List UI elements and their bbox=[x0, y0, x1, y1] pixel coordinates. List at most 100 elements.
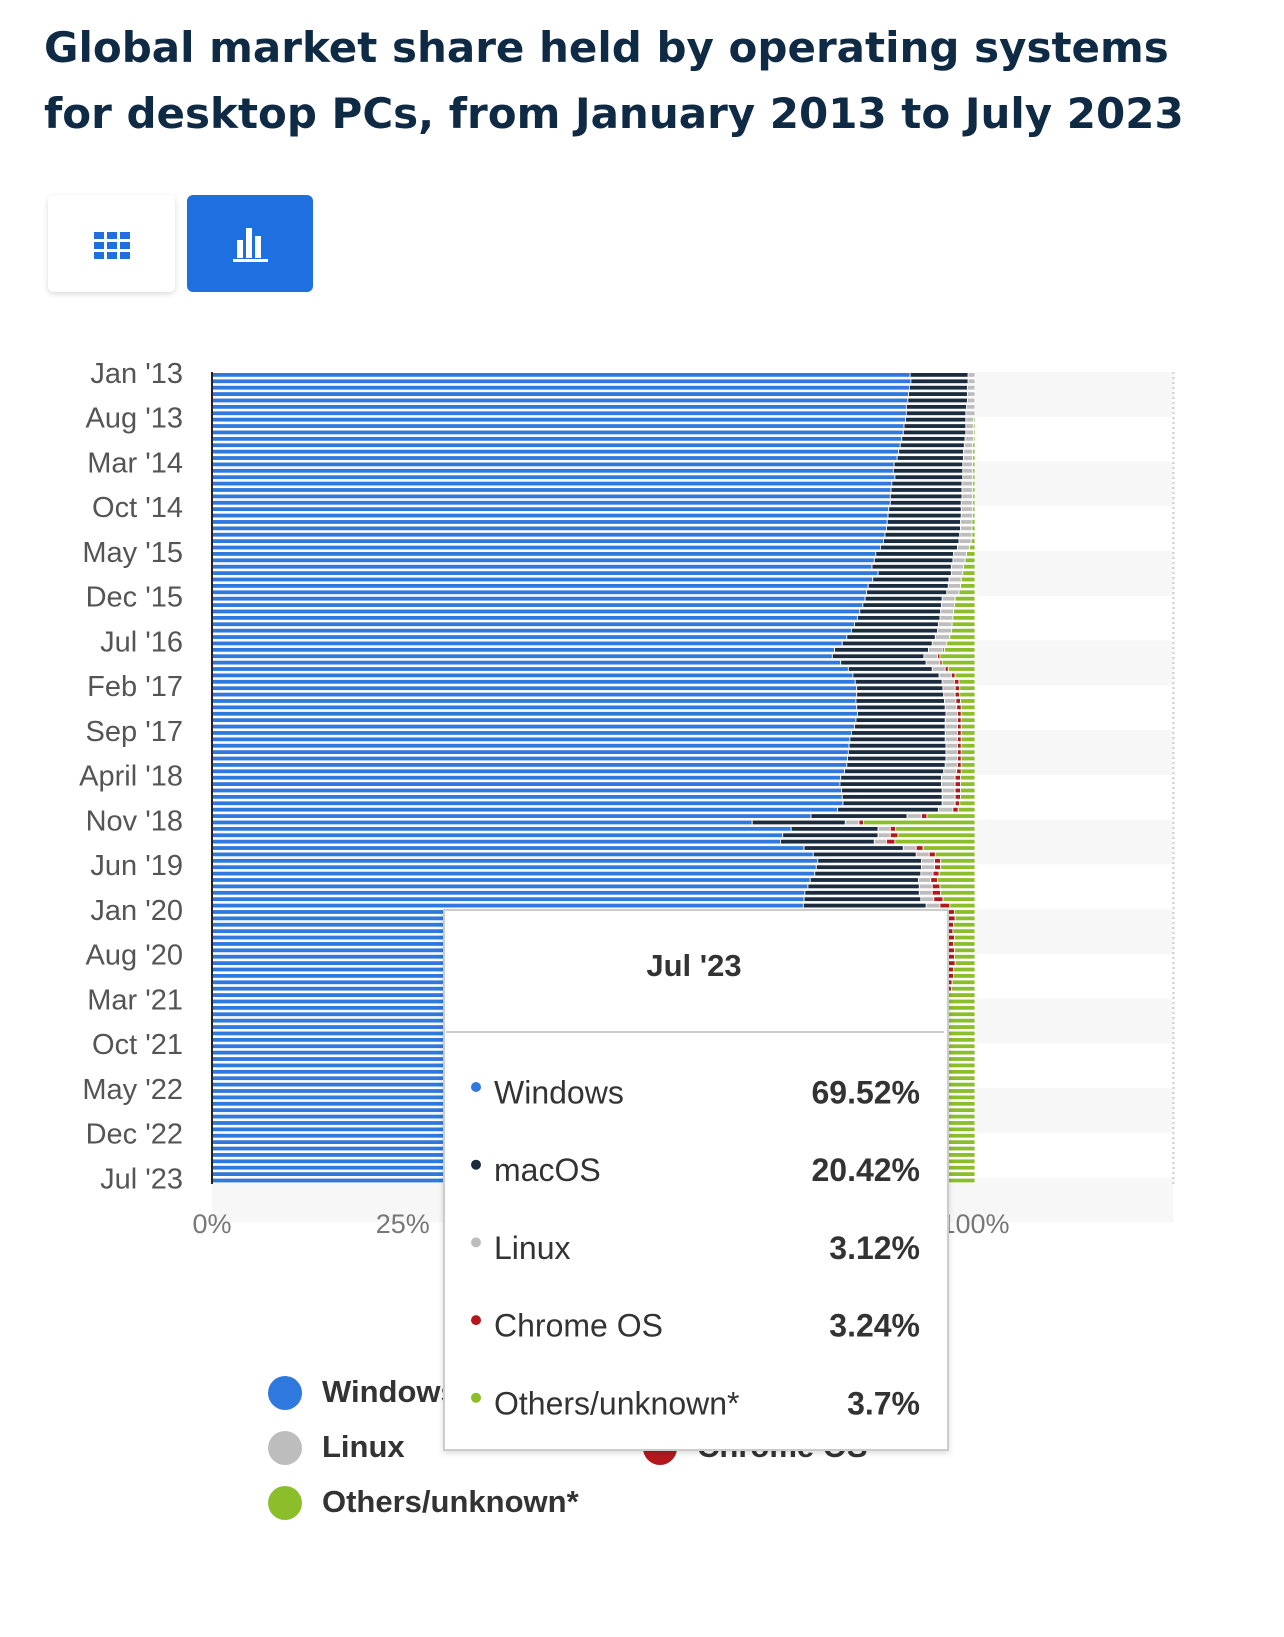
bar-segment bbox=[803, 896, 922, 902]
bar-segment bbox=[941, 781, 956, 787]
bar-segment bbox=[944, 704, 958, 711]
bar-segment bbox=[814, 870, 922, 877]
bar-segment bbox=[960, 781, 976, 787]
bar-segment bbox=[884, 532, 961, 538]
legend-marker bbox=[268, 1486, 302, 1520]
tooltip: Jul '23 Windows 69.52% macOS 20.42% Linux 3.1… bbox=[443, 909, 949, 1451]
chart-view-button[interactable] bbox=[187, 195, 313, 292]
bar-segment bbox=[962, 461, 974, 468]
tooltip-value: 20.42% bbox=[811, 1152, 920, 1188]
bar-segment bbox=[969, 544, 976, 551]
bar-segment bbox=[957, 749, 962, 755]
bar-segment bbox=[960, 775, 976, 781]
bar-segment bbox=[211, 666, 849, 672]
bar-segment bbox=[211, 794, 843, 800]
bar-segment bbox=[894, 474, 964, 480]
bar-segment bbox=[844, 768, 945, 775]
bar-segment bbox=[211, 858, 819, 864]
bar-segment bbox=[941, 679, 955, 685]
y-tick-label: Jan '13 bbox=[90, 358, 183, 390]
bar-segment bbox=[928, 851, 936, 858]
bar-segment bbox=[839, 781, 942, 787]
bar-segment bbox=[946, 1177, 976, 1184]
bar-segment bbox=[854, 679, 943, 685]
bar-segment bbox=[211, 883, 809, 890]
bar-segment bbox=[211, 576, 874, 583]
bar-segment bbox=[855, 698, 945, 704]
bar-segment bbox=[211, 743, 850, 749]
bar-segment bbox=[960, 704, 976, 711]
bar-segment bbox=[804, 890, 920, 896]
bar-segment bbox=[953, 602, 976, 608]
bar-segment bbox=[960, 698, 976, 704]
bar-segment bbox=[943, 768, 958, 775]
bar-segment bbox=[920, 896, 935, 902]
bar-segment bbox=[902, 845, 917, 851]
bar-segment bbox=[942, 685, 956, 691]
bar-segment bbox=[896, 455, 964, 461]
bar-segment bbox=[211, 902, 804, 909]
bar-segment bbox=[211, 890, 806, 896]
bar-segment bbox=[972, 480, 976, 487]
bar-segment bbox=[211, 500, 891, 506]
bar-segment bbox=[211, 877, 811, 883]
bar-segment bbox=[956, 768, 962, 775]
bar-segment bbox=[960, 576, 976, 583]
bar-segment bbox=[942, 896, 976, 902]
bar-segment bbox=[211, 832, 784, 838]
bar-segment bbox=[211, 672, 854, 679]
bar-segment bbox=[960, 743, 976, 749]
bar-segment bbox=[973, 423, 976, 429]
bar-segment bbox=[211, 493, 891, 500]
y-tick-label: May '22 bbox=[82, 1074, 183, 1106]
bar-segment bbox=[918, 877, 932, 883]
bar-segment bbox=[960, 794, 976, 800]
bar-segment bbox=[910, 378, 969, 384]
bar-segment bbox=[211, 372, 911, 378]
bar-segment bbox=[841, 787, 943, 794]
bar-segment bbox=[958, 589, 976, 595]
y-tick-label: Jun '19 bbox=[90, 850, 183, 882]
bar-segment bbox=[211, 864, 817, 870]
table-view-button[interactable] bbox=[48, 195, 175, 292]
tooltip-series-name: Windows bbox=[494, 1074, 624, 1110]
bar-segment bbox=[886, 525, 961, 532]
bar-segment bbox=[846, 634, 936, 640]
bar-segment bbox=[211, 512, 889, 519]
bar-segment bbox=[950, 672, 956, 679]
bar-segment bbox=[960, 506, 974, 512]
bar-segment bbox=[211, 551, 877, 557]
bar-segment bbox=[939, 653, 976, 659]
bar-segment bbox=[844, 819, 860, 826]
legend-label: Others/unknown* bbox=[322, 1484, 580, 1519]
bar-segment bbox=[211, 640, 843, 647]
bar-segment bbox=[892, 468, 964, 474]
legend-marker bbox=[268, 1431, 302, 1465]
bar-segment bbox=[873, 838, 887, 845]
x-tick-label: 0% bbox=[192, 1209, 231, 1239]
bar-segment bbox=[954, 794, 961, 800]
bar-segment bbox=[939, 902, 951, 909]
bar-segment bbox=[866, 589, 948, 595]
bar-segment bbox=[211, 659, 842, 666]
bar-segment bbox=[211, 730, 852, 736]
bar-segment bbox=[842, 800, 943, 806]
tooltip-value: 3.7% bbox=[847, 1385, 920, 1421]
bar-segment bbox=[960, 583, 976, 589]
bar-segment bbox=[967, 378, 976, 384]
bar-segment bbox=[831, 653, 925, 659]
y-tick-label: Dec '15 bbox=[86, 582, 183, 614]
y-tick-label: Jan '20 bbox=[90, 895, 183, 927]
bar-segment bbox=[941, 775, 956, 781]
bar-segment bbox=[915, 851, 930, 858]
bar-segment bbox=[931, 883, 941, 890]
bar-segment bbox=[841, 794, 943, 800]
bar-segment bbox=[854, 621, 939, 627]
bar-segment bbox=[953, 973, 976, 979]
bar-segment bbox=[972, 468, 976, 474]
bar-segment bbox=[211, 685, 858, 691]
bar-segment bbox=[211, 870, 816, 877]
bar-segment bbox=[958, 538, 972, 544]
bar-segment bbox=[939, 615, 954, 621]
bar-segment bbox=[960, 723, 976, 730]
